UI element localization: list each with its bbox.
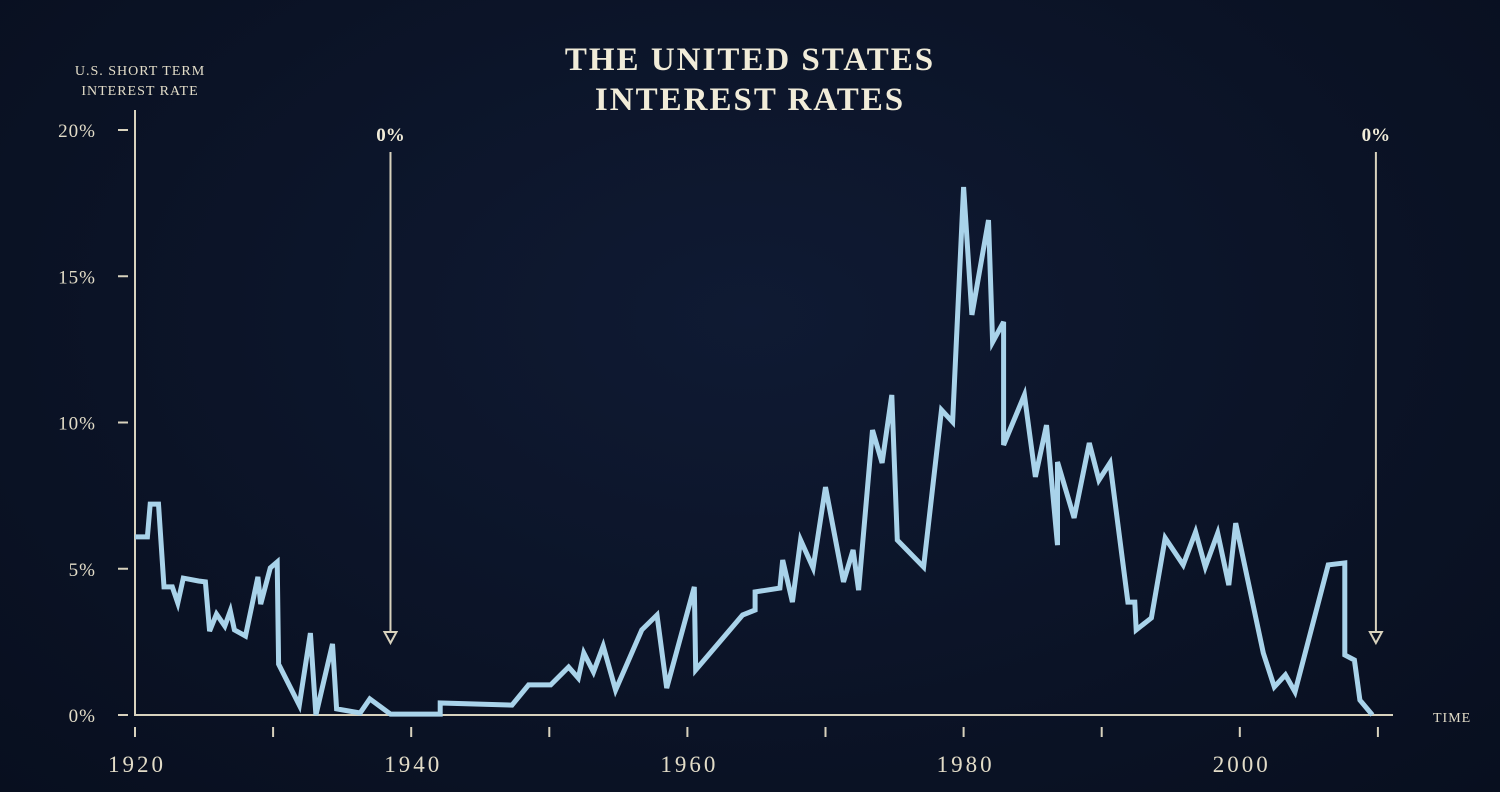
x-tick-label: 1940: [384, 752, 442, 777]
zero-percent-annotation: 0%: [376, 125, 405, 146]
x-axis-label: TIME: [1433, 711, 1471, 726]
x-tick-label: 1960: [660, 752, 718, 777]
y-axis-label-line-1: U.S. SHORT TERM: [75, 64, 205, 79]
y-tick-label: 15%: [58, 267, 96, 288]
arrow-down-icon: [382, 631, 399, 646]
x-tick-label: 2000: [1213, 752, 1271, 777]
y-tick-label: 10%: [58, 414, 96, 435]
zero-percent-annotation: 0%: [1362, 125, 1391, 146]
chart-title-line-2: INTEREST RATES: [595, 82, 905, 118]
arrow-down-icon: [1368, 631, 1384, 646]
x-tick-label: 1980: [937, 752, 995, 777]
y-axis-label-line-2: INTEREST RATE: [81, 84, 198, 99]
y-tick-label: 20%: [58, 121, 96, 142]
y-tick-label: 5%: [69, 560, 96, 581]
y-tick-label: 0%: [69, 706, 96, 727]
chart-title-line-1: THE UNITED STATES: [565, 42, 935, 78]
series-line-interest-rate: [135, 186, 1375, 717]
x-tick-label: 1920: [108, 752, 166, 777]
